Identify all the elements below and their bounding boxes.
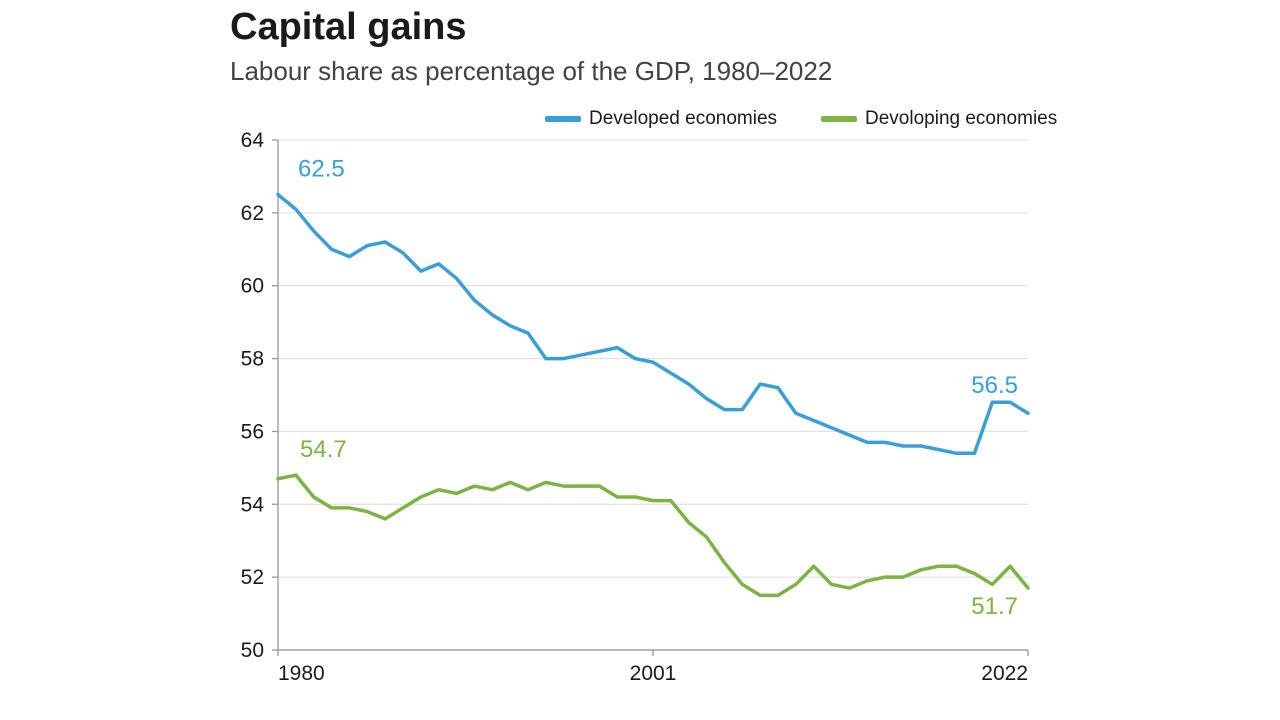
x-axis-label: 2022 [981,662,1028,685]
series-start-label: 62.5 [298,156,345,183]
chart-subtitle: Labour share as percentage of the GDP, 1… [230,56,832,87]
y-axis-label: 60 [241,275,264,298]
legend-swatch-developing [821,116,857,122]
y-axis-label: 62 [241,202,264,225]
legend-item-developed: Developed economies [545,108,777,130]
chart-title: Capital gains [230,6,467,49]
y-axis-label: 64 [241,130,265,152]
y-axis-label: 54 [241,493,265,516]
x-axis-label: 1980 [278,662,325,685]
legend: Developed economies Devoloping economies [545,108,1057,130]
series-line [278,195,1028,454]
y-axis-label: 52 [241,566,264,589]
legend-label-developed: Developed economies [589,108,777,130]
legend-swatch-developed [545,116,581,122]
series-end-label: 51.7 [971,593,1018,620]
legend-label-developing: Devoloping economies [865,108,1057,130]
series-start-label: 54.7 [300,436,347,463]
series-end-label: 56.5 [971,372,1018,399]
line-chart: 50 52 54 56 58 60 62 64 1980 2001 2022 62.5 56.5 54.7… [200,130,1040,700]
legend-item-developing: Devoloping economies [821,108,1057,130]
y-axis-label: 58 [241,348,264,371]
x-axis-label: 2001 [630,662,677,685]
y-axis-label: 56 [241,420,264,443]
y-axis-label: 50 [241,639,264,662]
